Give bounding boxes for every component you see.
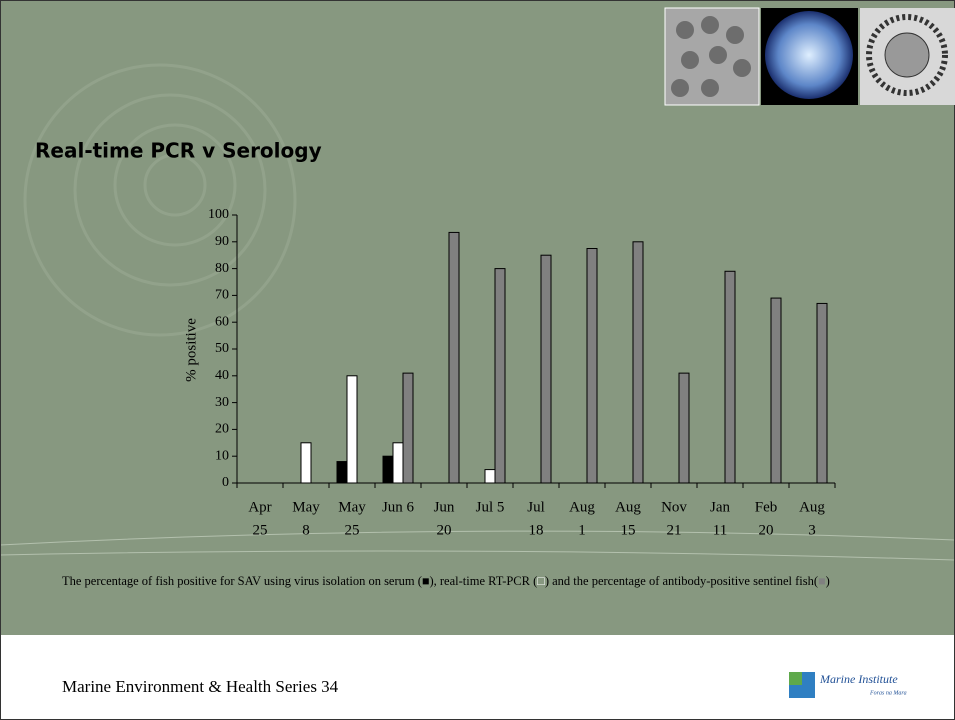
logo-subtext: Foras na Mara (869, 690, 907, 696)
slide: Real-time PCR v Serology % positive Mari… (0, 0, 955, 720)
bar (403, 373, 413, 483)
x-tick-label: 25 (253, 522, 268, 538)
y-tick-label: 80 (215, 261, 229, 276)
y-tick-label: 70 (215, 288, 229, 303)
y-tick-label: 30 (215, 395, 229, 410)
x-tick-label: Jan (710, 499, 730, 515)
y-tick-label: 100 (208, 207, 229, 222)
y-tick-label: 10 (215, 448, 229, 463)
chart-title: Real-time PCR v Serology (35, 139, 322, 163)
bar (587, 249, 597, 484)
virus-core (885, 33, 929, 77)
footer-text: Marine Environment & Health Series 34 (62, 677, 339, 696)
x-tick-label: 20 (437, 522, 452, 538)
x-tick-label: Aug (615, 499, 641, 515)
bar (337, 462, 347, 483)
x-tick-label: May (338, 499, 366, 515)
virus-image (765, 11, 853, 99)
x-tick-label: Nov (661, 499, 687, 515)
y-tick-label: 90 (215, 234, 229, 249)
x-tick-label: 8 (302, 522, 310, 538)
bar (541, 255, 551, 483)
thumbnails (665, 8, 955, 105)
x-tick-label: Jul 5 (476, 499, 505, 515)
logo-text: Marine Institute (819, 672, 898, 686)
bar (393, 443, 403, 483)
bar (633, 242, 643, 483)
bar (725, 271, 735, 483)
logo-icon-part (789, 672, 802, 685)
y-axis-label: % positive (183, 318, 199, 382)
y-tick-label: 0 (222, 475, 229, 490)
x-tick-label: Apr (248, 499, 271, 515)
legend-swatch: □ (537, 574, 545, 588)
x-tick-label: Jul (527, 499, 545, 515)
x-tick-label: May (292, 499, 320, 515)
x-tick-label: Feb (755, 499, 778, 515)
x-tick-label: 15 (621, 522, 636, 538)
y-tick-label: 50 (215, 341, 229, 356)
y-tick-label: 40 (215, 368, 229, 383)
caption-text: ) (826, 574, 830, 588)
bar (449, 232, 459, 483)
caption-text: ) and the percentage of antibody-positiv… (545, 574, 818, 588)
caption-text: ), real-time RT-PCR ( (429, 574, 537, 588)
caption-text: The percentage of fish positive for SAV … (62, 574, 422, 588)
y-tick-label: 60 (215, 314, 229, 329)
x-tick-label: 25 (345, 522, 360, 538)
bar (817, 303, 827, 483)
x-tick-label: Aug (569, 499, 595, 515)
bar (679, 373, 689, 483)
bar (383, 456, 393, 483)
bar (301, 443, 311, 483)
x-tick-label: 21 (667, 522, 682, 538)
caption: The percentage of fish positive for SAV … (62, 571, 922, 591)
x-tick-label: 20 (759, 522, 774, 538)
bar (485, 470, 495, 483)
legend-swatch: ■ (818, 574, 826, 588)
bar (347, 376, 357, 483)
bar (771, 298, 781, 483)
chart: Real-time PCR v Serology % positive Mari… (0, 0, 955, 720)
page: Real-time PCR v Serology % positive Mari… (0, 0, 955, 720)
x-tick-label: 3 (808, 522, 816, 538)
bar (495, 269, 505, 483)
y-tick-label: 20 (215, 422, 229, 437)
x-tick-label: 18 (529, 522, 544, 538)
x-tick-label: Jun 6 (382, 499, 415, 515)
x-tick-label: Jun (434, 499, 455, 515)
x-tick-label: 1 (578, 522, 586, 538)
x-tick-label: 11 (713, 522, 727, 538)
x-tick-label: Aug (799, 499, 825, 515)
